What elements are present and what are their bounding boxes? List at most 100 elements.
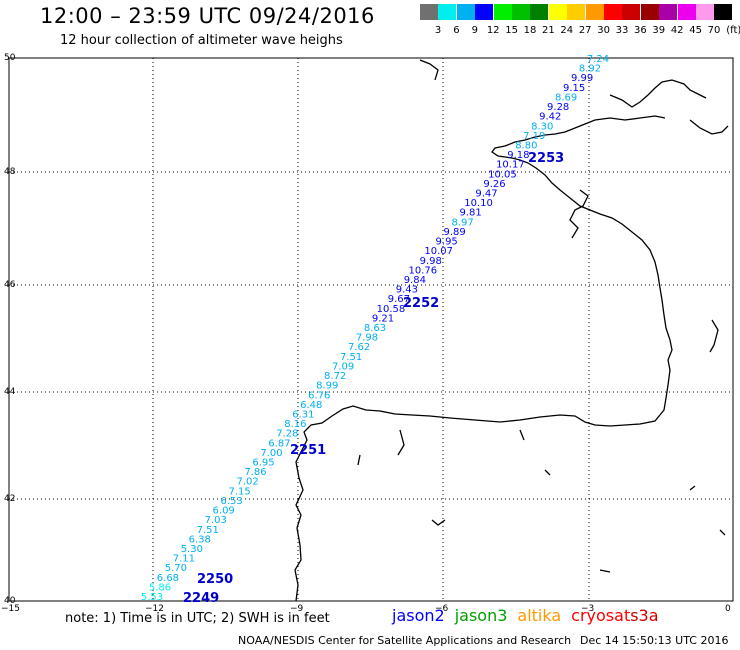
legend-swatch [475,4,494,20]
swh-value-label: 5.86 [149,582,171,593]
satellite-name: altika [517,606,562,625]
swh-value-label: 9.21 [372,313,394,324]
swh-value-label: 10.07 [424,246,453,257]
swh-value-label: 6.87 [268,438,290,449]
swh-value-label: 7.51 [340,352,362,363]
swh-value-label: 7.62 [348,342,370,353]
legend-label: 70 [707,25,721,36]
legend-swatch [585,4,604,20]
legend-swatch [622,4,641,20]
swh-value-label: 7.51 [197,525,219,536]
swh-value-label: 8.99 [316,381,338,392]
lat-label: 46 [4,280,16,290]
legend-swatch [512,4,530,20]
swh-value-label: 9.43 [396,285,418,296]
note-text: note: 1) Time is in UTC; 2) SWH is in fe… [65,611,330,626]
pass-time-label: 2250 [197,572,233,587]
graticule [9,58,733,601]
swh-value-label: 9.98 [420,256,442,267]
legend-label: 3 [434,25,442,36]
lat-label: 40 [4,596,16,606]
legend-label: 33 [615,25,629,36]
lon-label: −12 [145,604,164,614]
legend-unit: (ft) [726,25,740,36]
pass-time-label: 2251 [290,443,326,458]
swh-value-label: 10.76 [408,265,437,276]
coastline-biscay-france [527,162,673,361]
coastline-france-inland-fragment [569,189,589,239]
legend-swatch [493,4,512,20]
legend-swatch [530,4,549,20]
swh-value-label: 6.31 [292,409,314,420]
legend-swatch [456,4,475,20]
swh-value-label: 6.09 [213,506,235,517]
lon-label: 0 [725,604,731,614]
coastline-channel-east [689,119,729,135]
swh-value-label: 6.48 [300,400,322,411]
swh-value-label: 9.26 [483,179,505,190]
satellite-name: cryosat [571,606,631,625]
legend-swatch [696,4,714,20]
swh-value-label: 7.03 [205,515,227,526]
coastline-iberia-inland [357,429,726,573]
swh-value-label: 7.02 [236,477,258,488]
legend-swatch [420,4,438,20]
coastline-brittany [491,115,666,164]
swh-value-label: 7.15 [228,486,250,497]
swh-value-label: 9.67 [388,294,410,305]
legend-swatch [548,4,567,20]
map-frame [8,57,734,602]
pass-time-label: 2252 [403,296,439,311]
lat-label: 48 [4,167,16,177]
swh-value-label: 7.24 [587,54,609,65]
legend-swatch [438,4,457,20]
coastline-river-fragment [709,319,719,353]
legend-swatch [659,4,678,20]
swh-value-label: 5.30 [181,544,203,555]
swh-value-label: 8.92 [579,64,601,75]
pass-time-labels: 2253 2252 2251 2250 2249 [183,151,564,606]
legend-label: 30 [597,25,610,36]
swh-value-label: 9.42 [539,112,561,123]
legend-label: 27 [578,25,592,36]
legend-label: 15 [505,25,518,36]
satellite-legend: jason2 jason3 altika cryosats3a [392,606,669,625]
coastline-iberia [294,359,671,602]
footer-credit: NOAA/NESDIS Center for Satellite Applica… [238,634,572,647]
satellite-name: jason2 [392,606,445,625]
page-subtitle: 12 hour collection of altimeter wave hei… [60,33,343,48]
footer-timestamp: Dec 14 15:50:13 UTC 2016 [580,634,729,647]
swh-value-label: 8.63 [364,323,386,334]
lon-label: −9 [290,604,304,614]
swh-value-label: 7.86 [244,467,266,478]
swh-value-label: 5.70 [165,563,187,574]
coastline-normandy [609,79,707,108]
legend-label: 39 [652,25,666,36]
swh-value-label: 9.81 [459,208,481,219]
swh-value-label: 9.18 [507,150,529,161]
swh-value-label: 7.09 [332,361,354,372]
altimeter-track: 7.248.929.999.158.699.289.428.307.198.80… [141,54,609,603]
swh-value-label: 6.38 [189,534,211,545]
legend-label: 9 [471,25,478,36]
lat-label: 42 [4,494,16,504]
coastline-ireland-fragment [419,59,439,81]
legend-swatch [567,4,586,20]
swh-value-label: 8.69 [555,92,577,103]
lat-label: 44 [4,387,16,397]
swh-value-label: 9.28 [547,102,569,113]
lon-label: −6 [435,604,449,614]
swh-value-label: 8.72 [324,371,346,382]
page-title: 12:00 – 23:59 UTC 09/24/2016 [40,4,375,28]
coastline [294,59,729,602]
swh-value-label: 9.89 [444,227,466,238]
pass-time-label: 2249 [183,591,219,606]
swh-value-label: 9.84 [404,275,426,286]
legend-label: 24 [560,25,574,36]
swh-value-label: 7.98 [356,333,378,344]
swh-value-label: 6.68 [157,573,179,584]
satellite-name: jason3 [454,606,508,625]
legend-label: 18 [523,25,537,36]
swh-value-label: 5.53 [141,592,163,603]
